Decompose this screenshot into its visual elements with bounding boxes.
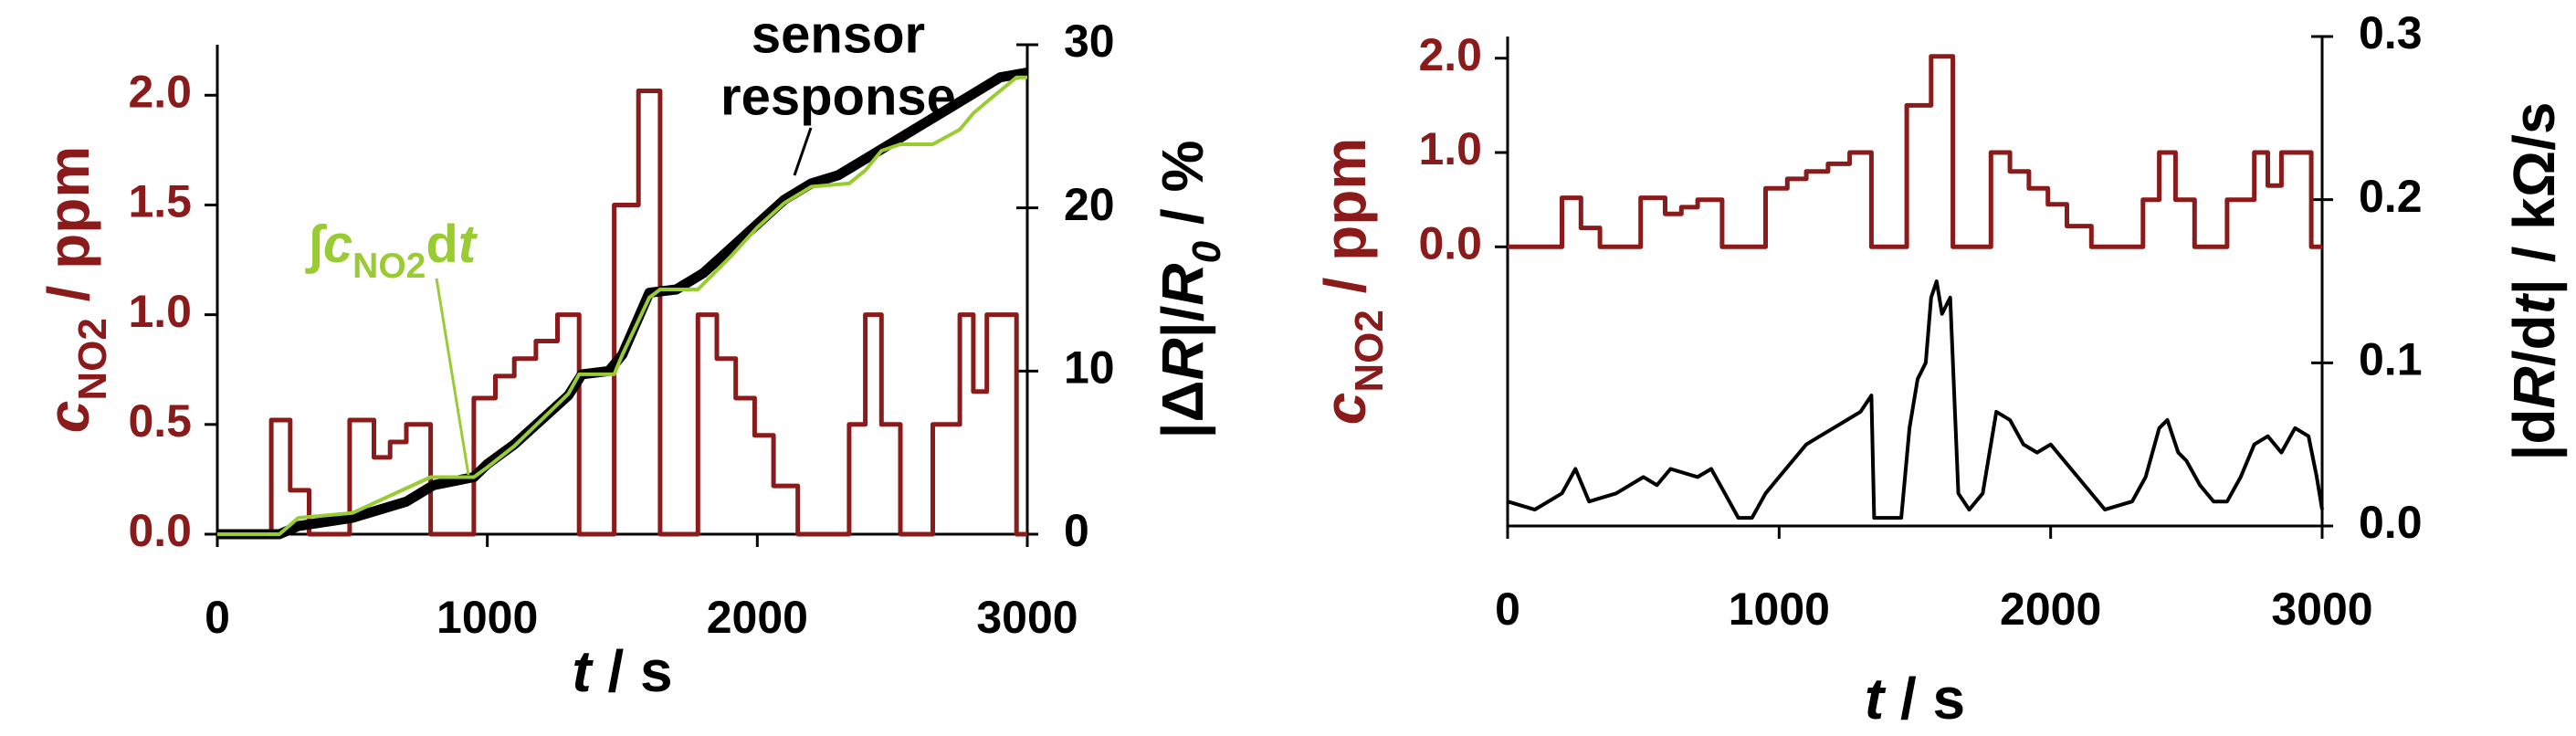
label-part: R bbox=[2501, 366, 2567, 408]
label-part: /d bbox=[2501, 314, 2567, 366]
y-tick-label: 0.0 bbox=[1418, 218, 1482, 269]
annotation: response bbox=[720, 67, 956, 126]
annotation-pointer bbox=[793, 127, 813, 176]
y-axis-label: cNO2 / ppm bbox=[36, 146, 115, 434]
data-line bbox=[217, 75, 1027, 536]
y-tick-label: 1.0 bbox=[1418, 123, 1482, 174]
y-tick-label: 1.5 bbox=[128, 176, 192, 227]
label-part: NO2 bbox=[1347, 310, 1392, 392]
y-tick-label: 1.0 bbox=[128, 286, 192, 337]
data-line bbox=[1508, 54, 2322, 249]
label-part: c bbox=[323, 215, 352, 274]
x-tick-label: 1000 bbox=[1729, 584, 1830, 635]
annotation: sensor bbox=[752, 5, 925, 64]
y2-tick-label: 0.0 bbox=[2359, 497, 2423, 548]
panel: 0 1000 2000 3000 0.0 0.5 1.0 1.5 2.0 0 10 20 30 t / s… bbox=[36, 5, 1229, 704]
label-part: c bbox=[36, 401, 101, 434]
x-tick-label: 2000 bbox=[2000, 584, 2101, 635]
panel: 0 1000 2000 3000 0.0 1.0 2.0 0.0 0.1 0.2 0.3 t / s c… bbox=[1312, 7, 2568, 731]
label-part: / % bbox=[1150, 141, 1215, 241]
label-part: t bbox=[458, 215, 478, 274]
label-part: 0 bbox=[1184, 240, 1229, 263]
y2-tick-label: 0.2 bbox=[2359, 171, 2423, 222]
y2-tick-label: 0 bbox=[1064, 505, 1089, 556]
y2-tick-label: 30 bbox=[1064, 16, 1115, 67]
y-tick-label: 0.5 bbox=[128, 395, 192, 447]
label-part: / ppm bbox=[1312, 138, 1378, 310]
label-part: t bbox=[1865, 666, 1887, 731]
y-tick-label: 0.0 bbox=[128, 505, 192, 556]
y-tick-label: 2.0 bbox=[1418, 29, 1482, 80]
y2-axis-label: |dR/dt| / kΩ/s bbox=[2501, 102, 2568, 461]
label-part: | / kΩ/s bbox=[2501, 102, 2568, 296]
label-part: / s bbox=[1884, 666, 1965, 731]
label-part: / s bbox=[592, 638, 673, 704]
label-part: |/ bbox=[1150, 305, 1216, 338]
x-tick-label: 3000 bbox=[2271, 584, 2372, 635]
data-line bbox=[217, 89, 1027, 537]
y2-tick-label: 0.1 bbox=[2359, 334, 2423, 385]
label-part: R bbox=[1150, 338, 1215, 380]
annotation-pointer bbox=[435, 278, 470, 476]
label-part: t bbox=[572, 638, 594, 704]
data-line bbox=[1507, 279, 2324, 520]
y-axis-label: cNO2 / ppm bbox=[1312, 138, 1392, 426]
label-part: / ppm bbox=[36, 146, 101, 318]
x-tick-label: 2000 bbox=[707, 592, 808, 643]
x-axis-label: t / s bbox=[572, 638, 672, 704]
data-line bbox=[217, 67, 1028, 540]
label-part: d bbox=[426, 215, 457, 274]
y2-tick-label: 10 bbox=[1064, 342, 1115, 394]
y-tick-label: 2.0 bbox=[128, 66, 192, 117]
label-part: R bbox=[1150, 263, 1215, 305]
annotation: ∫cNO2dt bbox=[305, 215, 478, 285]
label-part: c bbox=[1312, 393, 1378, 426]
x-tick-label: 1000 bbox=[436, 592, 538, 643]
x-axis-label: t / s bbox=[1865, 666, 1965, 731]
label-part: |d bbox=[2501, 408, 2568, 460]
label-part: NO2 bbox=[70, 318, 115, 400]
label-part: |Δ bbox=[1150, 380, 1216, 438]
y2-tick-label: 20 bbox=[1064, 179, 1115, 230]
x-tick-label: 0 bbox=[205, 592, 230, 643]
y2-axis-label: |ΔR|/R0 / % bbox=[1150, 141, 1229, 439]
x-tick-label: 3000 bbox=[976, 592, 1078, 643]
x-tick-label: 0 bbox=[1495, 584, 1520, 635]
label-part: NO2 bbox=[352, 247, 426, 286]
label-part: t bbox=[2501, 292, 2567, 314]
y2-tick-label: 0.3 bbox=[2359, 7, 2423, 58]
